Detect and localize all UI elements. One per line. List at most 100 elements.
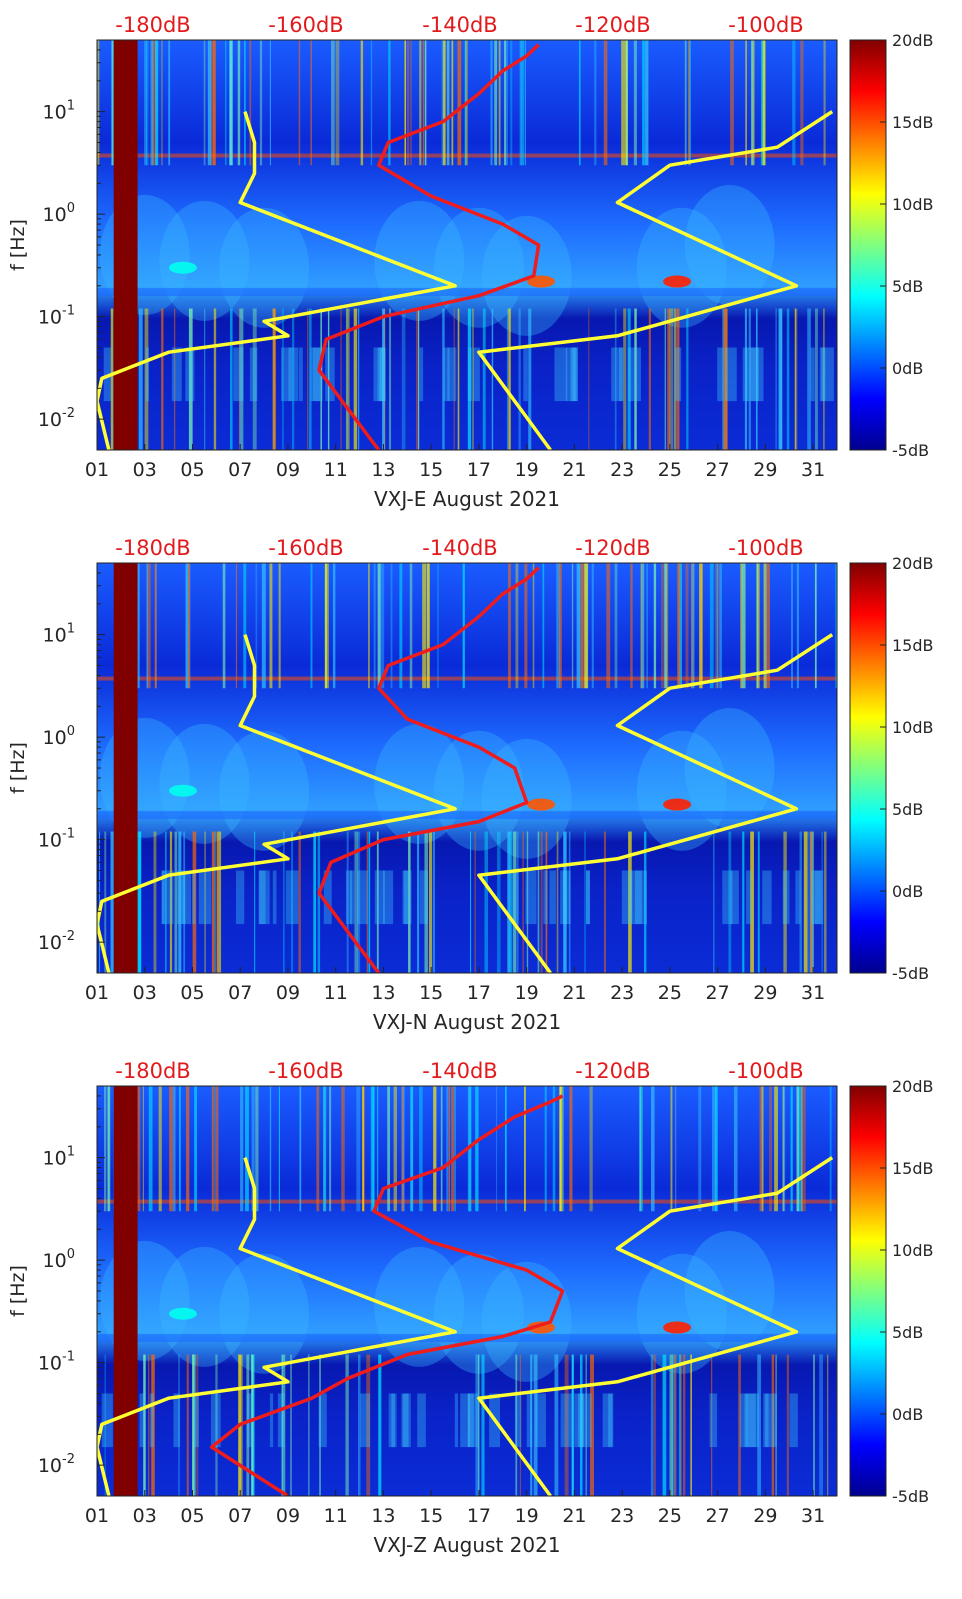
noise-stripe xyxy=(255,563,258,689)
noise-stripe xyxy=(578,40,581,166)
yellow-low-noise-model-line xyxy=(97,634,457,973)
noise-stripe xyxy=(530,1354,533,1496)
noise-stripe xyxy=(475,1086,479,1212)
microseism-band xyxy=(97,811,837,820)
noise-stripe xyxy=(194,1086,198,1212)
noise-stripe xyxy=(437,563,439,689)
swell-blob xyxy=(684,1231,775,1351)
x-tick-label: 31 xyxy=(801,1505,825,1527)
noise-stripe xyxy=(544,1086,547,1212)
noise-stripe xyxy=(517,831,519,973)
noise-stripe xyxy=(308,1354,310,1496)
noise-stripe xyxy=(653,1354,656,1496)
noise-stripe xyxy=(422,40,425,166)
noise-stripe xyxy=(467,308,472,450)
colorbar-label: 10dB xyxy=(892,1241,934,1260)
swell-blob xyxy=(481,1261,572,1382)
noise-stripe xyxy=(580,1354,583,1496)
noise-stripe xyxy=(324,563,328,689)
red-psd-line xyxy=(209,1094,565,1496)
noise-stripe xyxy=(671,1354,673,1496)
noise-stripe xyxy=(508,563,511,689)
noise-stripe xyxy=(443,40,446,166)
noise-stripe xyxy=(519,1354,522,1496)
noise-stripe xyxy=(537,831,540,973)
noise-stripe xyxy=(243,563,247,689)
noise-stripe xyxy=(673,1354,677,1496)
noise-stripe xyxy=(360,40,364,166)
noise-stripe xyxy=(740,563,743,689)
noise-stripe xyxy=(250,1354,254,1496)
noise-stripe xyxy=(559,1086,561,1212)
x-tick-label: 25 xyxy=(658,982,682,1004)
noise-stripe xyxy=(370,40,373,166)
top-db-label: -140dB xyxy=(422,13,497,37)
noise-stripe xyxy=(533,1354,538,1496)
noise-stripe xyxy=(215,1354,218,1496)
low-freq-block xyxy=(525,870,537,925)
noise-stripe xyxy=(211,1086,214,1212)
noise-stripe xyxy=(404,40,406,166)
top-db-label: -120dB xyxy=(575,1059,650,1083)
noise-stripe xyxy=(771,1354,774,1496)
noise-stripe xyxy=(278,563,281,689)
data-gap xyxy=(113,1086,138,1496)
x-tick-label: 23 xyxy=(610,459,634,481)
noise-stripe xyxy=(813,1354,815,1496)
x-axis: 01 03 05 07 09 11 13 15 17 19 21 23 25 27 29 31 xyxy=(85,1490,825,1527)
noise-stripe xyxy=(269,1086,272,1212)
noise-stripe xyxy=(823,40,826,166)
noise-stripe xyxy=(173,308,176,450)
x-tick-label: 15 xyxy=(419,982,443,1004)
noise-stripe xyxy=(183,831,186,973)
noise-stripe xyxy=(320,308,322,450)
noise-stripe xyxy=(640,563,642,689)
swell-blob xyxy=(636,1253,727,1374)
noise-stripe xyxy=(786,308,790,450)
low-freq-block xyxy=(608,1393,614,1448)
low-freq-block xyxy=(460,1393,470,1448)
red-psd-line xyxy=(317,43,541,450)
noise-stripe xyxy=(158,1086,162,1212)
x-tick-label: 19 xyxy=(515,982,539,1004)
y-tick-label: 100 xyxy=(43,724,75,749)
x-tick-label: 17 xyxy=(467,982,491,1004)
noise-stripe xyxy=(614,308,617,450)
low-freq-block xyxy=(549,870,556,925)
noise-stripe xyxy=(440,1086,443,1212)
yellow-high-noise-model-line xyxy=(477,110,834,450)
low-freq-block xyxy=(635,870,648,925)
data-gap xyxy=(113,563,138,973)
noise-stripe xyxy=(688,40,691,166)
noise-stripe xyxy=(507,831,511,973)
noise-stripe xyxy=(211,831,215,973)
noise-stripe xyxy=(269,563,273,689)
low-freq-block xyxy=(611,347,623,402)
noise-stripe xyxy=(650,1354,654,1496)
low-freq-block xyxy=(811,870,824,925)
low-freq-block xyxy=(161,870,174,925)
noise-stripe xyxy=(174,831,178,973)
low-freq-block xyxy=(709,1393,718,1448)
low-freq-block xyxy=(467,1393,478,1448)
noise-stripe xyxy=(807,831,811,973)
noise-stripe xyxy=(504,1086,507,1212)
swell-blob xyxy=(219,1253,310,1374)
noise-stripe xyxy=(372,1086,375,1212)
noise-stripe xyxy=(606,563,611,689)
noise-stripe xyxy=(475,1354,480,1496)
noise-stripe xyxy=(556,831,559,973)
noise-stripe xyxy=(419,1086,423,1212)
low-freq-block xyxy=(382,870,394,925)
noise-stripe xyxy=(417,831,420,973)
noise-stripe xyxy=(345,308,350,450)
noise-stripe xyxy=(594,40,597,166)
noise-stripe xyxy=(627,308,631,450)
colorbar-label: 20dB xyxy=(892,31,934,50)
low-freq-block xyxy=(403,870,412,925)
noise-stripe xyxy=(111,40,116,166)
noise-stripe xyxy=(481,1354,485,1496)
noise-stripe xyxy=(469,831,472,973)
noise-stripe xyxy=(506,308,509,450)
noise-stripe xyxy=(309,308,312,450)
